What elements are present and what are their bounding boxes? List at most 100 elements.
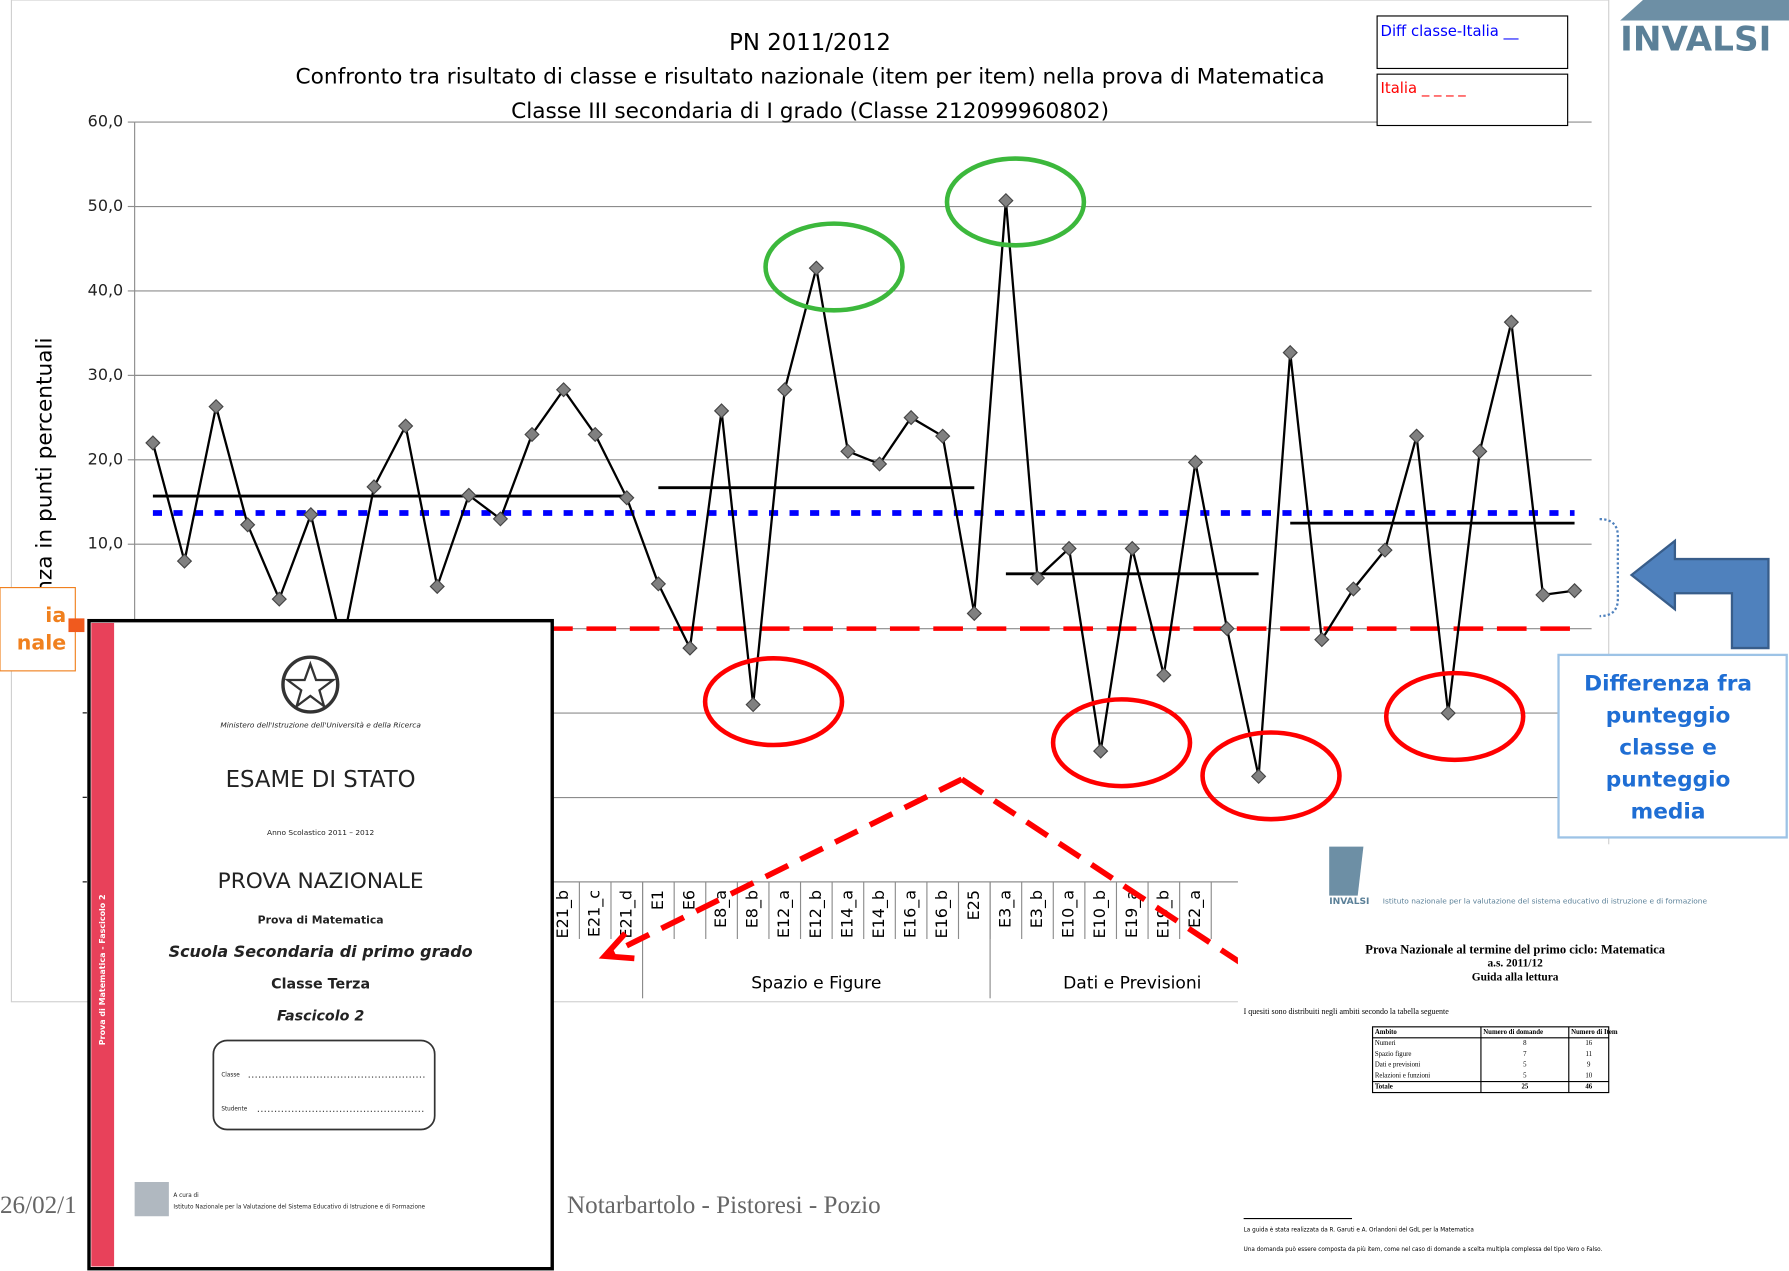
table-cell: 11 [1585,1051,1592,1058]
booklet-text: Ministero dell'Istruzione dell'Universit… [220,721,421,730]
footnote: Una domanda può essere composta da più i… [1244,1246,1603,1253]
data-marker [1408,428,1425,444]
data-marker [240,517,256,533]
chart-subtitle: Confronto tra risultato di classe e risu… [296,65,1325,90]
data-marker [1440,705,1456,721]
data-marker [1156,667,1172,683]
callout-arrow [1629,538,1770,650]
x-tick-label: E12_b [806,890,826,939]
callout-text: media [1631,799,1706,824]
booklet-institute: Istituto Nazionale per la Valutazione de… [173,1205,425,1211]
data-marker [619,490,635,506]
data-marker [1377,542,1393,558]
annotation-circle [944,156,1087,248]
booklet-text: Scuola Secondaria di primo grado [169,942,473,961]
data-marker [492,511,509,527]
data-marker [998,192,1014,209]
x-tick-label: E2_a [1185,890,1205,928]
booklet-text: Classe Terza [271,977,370,993]
footer-date: 26/02/1 [0,1192,77,1219]
table-cell: 46 [1585,1084,1592,1091]
callout-text: classe e [1619,735,1717,760]
booklet-field: Studente [221,1106,247,1112]
booklet-side: Prova di Matematica - Fascicolo 2 [98,894,107,1045]
footer-authors: Notarbartolo - Pistoresi - Pozio [567,1192,881,1219]
guide-text: Prova Nazionale al termine del primo cic… [1365,942,1665,956]
booklet-logo [134,1182,169,1217]
guide-text: a.s. 2011/12 [1487,958,1543,970]
table-cell: Totale [1375,1084,1393,1091]
data-marker [555,382,572,398]
data-marker [777,382,793,398]
left-label-marker [68,618,85,633]
table-cell: 25 [1521,1084,1528,1091]
callout-text: punteggio [1606,704,1731,729]
guide-intro: I quesiti sono distribuiti negli ambiti … [1244,1007,1450,1016]
data-marker [1187,454,1204,470]
x-tick-label: E21_d [616,890,636,939]
callout-text: punteggio [1606,767,1731,792]
x-tick-label: E1 [648,890,667,910]
booklet [87,618,554,1271]
data-marker [1029,570,1046,586]
data-marker [208,398,224,415]
legend-box [1376,15,1569,70]
x-tick-label: E14_a [837,890,857,938]
booklet-text: PROVA NAZIONALE [218,869,424,894]
table-cell: 8 [1523,1040,1527,1047]
data-marker [840,443,856,460]
data-marker [1093,743,1109,759]
booklet-field-box [212,1039,436,1131]
guide-text: Guida alla lettura [1472,971,1559,983]
booklet-text: Fascicolo 2 [277,1009,364,1025]
table-cell: Spazio figure [1375,1051,1412,1058]
left-label-box [0,587,76,672]
data-line [151,200,1575,777]
chart-subtitle: Classe III secondaria di I grado (Classe… [511,99,1109,124]
data-marker [1250,768,1267,785]
data-marker [650,576,667,592]
group-label: Spazio e Figure [751,973,881,993]
dashed-arrow [609,776,964,957]
arrowhead [598,931,635,962]
data-marker [587,426,603,443]
data-marker [1535,587,1551,603]
callout-text: Differenza fra [1584,672,1752,697]
data-marker [871,456,888,472]
data-marker [682,640,698,656]
booklet-field: Classe [221,1072,240,1078]
annotation-circle [1050,697,1193,789]
data-marker [713,403,730,419]
table-cell: Relazioni e funzioni [1375,1073,1430,1080]
group-label: Dati e Previsioni [1063,973,1201,993]
table-header: Ambito [1375,1029,1398,1036]
table-cell: 16 [1585,1040,1592,1047]
data-marker [903,409,919,426]
booklet-text: Prova di Matematica [258,914,384,927]
data-marker [1566,583,1583,599]
x-tick-label: E8_b [743,890,763,928]
data-marker [745,696,761,713]
y-tick-label: 10,0 [88,534,124,553]
data-marker [808,260,824,276]
annotation-circle [1200,730,1342,822]
data-marker [461,487,477,503]
guide-page [1237,844,1789,1271]
y-tick-label: 20,0 [88,449,124,468]
x-tick-label: E10_b [1090,890,1110,939]
booklet-text: ESAME DI STATO [226,767,416,793]
table-cell: Dati e previsioni [1375,1062,1421,1069]
data-marker [524,426,540,443]
emblem [281,655,340,714]
data-marker [1061,540,1077,557]
y-tick-label: 40,0 [88,280,124,299]
bracket [1599,517,1619,618]
data-marker [966,605,982,622]
data-marker [1219,621,1235,637]
table-cell: 9 [1587,1062,1591,1069]
annotation-circle [763,221,905,313]
legend-box [1376,73,1569,127]
x-tick-label: E12_a [774,890,794,938]
data-marker [429,578,445,595]
y-tick-label: 60,0 [88,112,124,131]
